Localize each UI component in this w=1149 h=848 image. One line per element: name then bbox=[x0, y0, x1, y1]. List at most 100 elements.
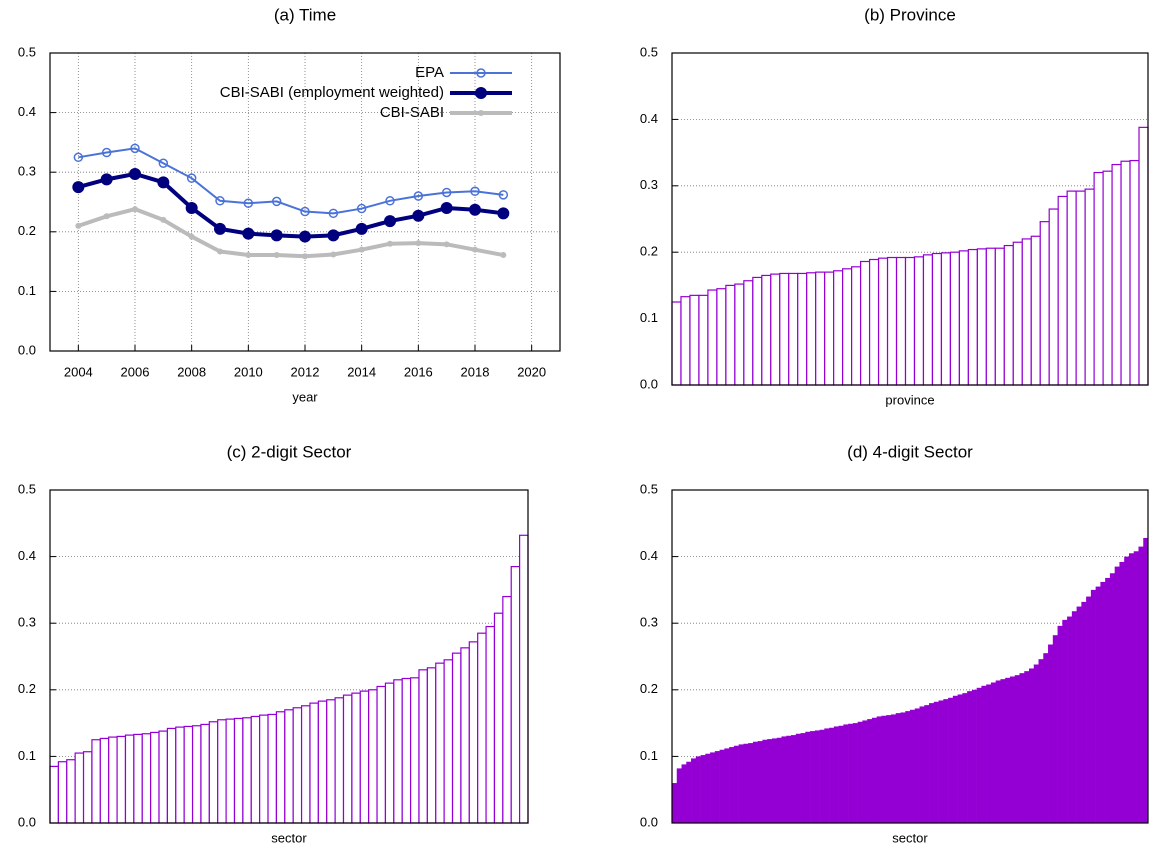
marker bbox=[415, 240, 422, 247]
bar bbox=[848, 723, 854, 823]
panel: (a) Time year 0.0 0.1 0.2 0.3 0.4 0.5 2004 2006 20… bbox=[18, 5, 561, 404]
bar bbox=[819, 729, 825, 823]
bar bbox=[1129, 159, 1140, 386]
bar bbox=[743, 280, 754, 386]
bar bbox=[913, 256, 925, 386]
bar bbox=[99, 737, 110, 824]
marker bbox=[271, 196, 282, 207]
bar bbox=[1076, 606, 1082, 823]
bar bbox=[815, 271, 826, 386]
marker bbox=[387, 240, 393, 247]
legend-label: CBI-SABI (employment weighted) bbox=[220, 84, 444, 101]
bar bbox=[976, 248, 987, 386]
bar bbox=[957, 694, 963, 823]
bar bbox=[1100, 581, 1106, 823]
bar bbox=[1105, 577, 1111, 823]
bar bbox=[1095, 586, 1101, 823]
marker bbox=[215, 196, 225, 206]
marker bbox=[158, 158, 169, 169]
marker bbox=[413, 191, 424, 201]
bar bbox=[806, 272, 817, 386]
bar bbox=[904, 256, 916, 386]
bar bbox=[843, 724, 849, 823]
bar bbox=[1039, 221, 1050, 386]
bar bbox=[810, 731, 816, 823]
bar bbox=[795, 733, 801, 823]
plot-frame bbox=[671, 489, 1149, 824]
x-axis-label: sector bbox=[271, 830, 307, 845]
plot-frame bbox=[671, 52, 1149, 386]
bar bbox=[74, 752, 85, 824]
y-tick-label: 0.3 bbox=[18, 615, 36, 630]
bar bbox=[949, 251, 960, 386]
bar bbox=[233, 717, 244, 824]
bar bbox=[49, 765, 59, 824]
marker bbox=[72, 181, 85, 194]
bar bbox=[1024, 671, 1030, 823]
bar bbox=[1075, 190, 1086, 386]
bar bbox=[502, 595, 512, 824]
bar bbox=[710, 752, 716, 823]
bar bbox=[752, 276, 763, 386]
bar bbox=[876, 716, 882, 823]
bar bbox=[1021, 238, 1032, 386]
marker bbox=[130, 143, 140, 154]
bar bbox=[776, 737, 782, 823]
bar bbox=[1119, 561, 1125, 823]
bar bbox=[418, 669, 428, 824]
panel: (b) Province province 0.0 0.1 0.2 0.3 0.4 0.5 bbox=[640, 5, 1149, 407]
bar bbox=[217, 719, 227, 824]
bar bbox=[1124, 556, 1130, 823]
bar bbox=[689, 294, 700, 386]
bar bbox=[895, 256, 907, 386]
bar bbox=[842, 268, 853, 386]
marker bbox=[327, 229, 340, 242]
x-tick-label: 2010 bbox=[234, 364, 263, 379]
bar bbox=[933, 701, 939, 823]
bar bbox=[940, 252, 952, 386]
marker bbox=[470, 186, 480, 197]
bar bbox=[924, 705, 930, 823]
bar bbox=[267, 713, 278, 824]
marker bbox=[103, 213, 110, 220]
bar bbox=[838, 725, 844, 823]
bar bbox=[141, 733, 152, 824]
marker bbox=[217, 248, 223, 255]
y-tick-label: 0.0 bbox=[640, 376, 658, 391]
y-tick-label: 0.2 bbox=[640, 244, 658, 259]
marker bbox=[101, 147, 112, 158]
bar bbox=[695, 756, 701, 823]
marker bbox=[358, 246, 365, 253]
y-tick-label: 0.2 bbox=[640, 681, 658, 696]
bar bbox=[986, 684, 992, 823]
bar bbox=[757, 741, 763, 823]
x-axis-label: year bbox=[292, 389, 318, 404]
marker bbox=[469, 203, 481, 216]
y-tick-label: 0.4 bbox=[640, 111, 658, 126]
bar bbox=[1052, 635, 1058, 823]
bar bbox=[791, 735, 797, 823]
bar bbox=[1071, 611, 1077, 823]
bar bbox=[705, 753, 711, 823]
bar bbox=[1138, 546, 1144, 823]
bar bbox=[948, 697, 954, 823]
bar bbox=[771, 738, 778, 823]
chart-title: (b) Province bbox=[864, 5, 956, 24]
x-tick-label: 2020 bbox=[517, 364, 546, 379]
bar bbox=[886, 715, 892, 823]
marker bbox=[186, 173, 197, 183]
bar bbox=[326, 699, 336, 824]
bar bbox=[962, 693, 968, 823]
bar bbox=[1062, 619, 1068, 823]
marker bbox=[302, 253, 308, 260]
bar bbox=[734, 283, 745, 386]
bar bbox=[990, 682, 996, 823]
y-tick-label: 0.3 bbox=[640, 615, 658, 630]
bar bbox=[116, 735, 127, 824]
y-tick-label: 0.0 bbox=[18, 814, 36, 829]
bar bbox=[800, 733, 806, 823]
marker bbox=[299, 230, 311, 243]
x-tick-label: 2016 bbox=[404, 364, 433, 379]
bar bbox=[938, 700, 944, 823]
